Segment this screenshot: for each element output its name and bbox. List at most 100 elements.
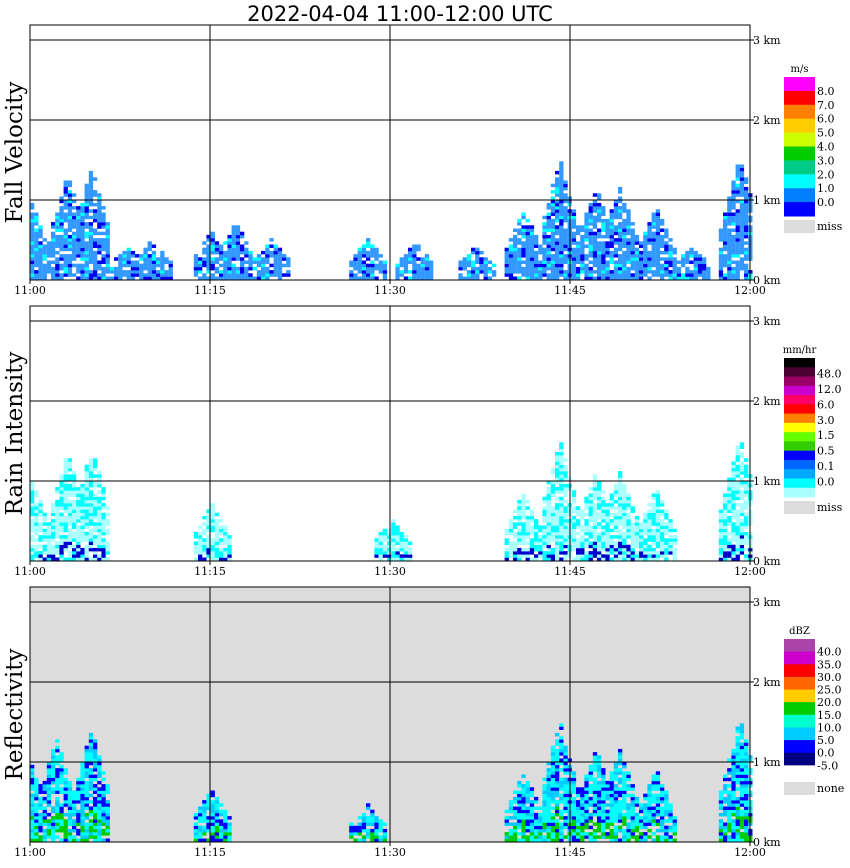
- data-cell: [59, 276, 64, 280]
- data-cell: [546, 247, 551, 252]
- data-cell: [88, 819, 94, 823]
- data-cell: [555, 170, 560, 175]
- data-cell: [639, 270, 644, 274]
- data-cell: [618, 812, 623, 817]
- data-cell: [231, 250, 236, 255]
- data-cell: [235, 270, 241, 274]
- data-cell: [109, 266, 115, 271]
- data-cell: [88, 732, 94, 737]
- data-cell: [193, 544, 199, 549]
- data-cell: [727, 270, 732, 274]
- data-cell: [55, 796, 60, 801]
- data-cell: [660, 784, 665, 788]
- data-cell: [214, 838, 220, 842]
- data-cell: [664, 544, 669, 549]
- data-cell: [76, 212, 81, 216]
- data-cell: [739, 838, 745, 842]
- data-cell: [542, 270, 547, 274]
- data-cell: [55, 499, 60, 504]
- data-cell: [30, 483, 35, 488]
- data-cell: [475, 254, 480, 258]
- data-cell: [542, 531, 547, 536]
- data-cell: [378, 535, 383, 539]
- data-cell: [206, 822, 211, 826]
- data-cell: [626, 257, 631, 261]
- data-cell: [93, 796, 98, 801]
- data-cell: [576, 531, 581, 536]
- data-cell: [80, 800, 85, 804]
- data-cell: [420, 263, 425, 268]
- data-cell: [588, 832, 593, 836]
- data-cell: [660, 541, 665, 545]
- data-cell: [727, 247, 732, 252]
- data-cell: [735, 729, 740, 734]
- data-cell: [508, 260, 514, 264]
- data-cell: [651, 263, 656, 268]
- data-cell: [525, 273, 530, 277]
- data-cell: [626, 276, 631, 280]
- data-cell: [147, 270, 152, 274]
- data-cell: [655, 535, 661, 539]
- data-cell: [664, 515, 669, 520]
- data-cell: [735, 458, 740, 462]
- data-cell: [744, 515, 749, 520]
- data-cell: [529, 519, 535, 523]
- data-cell: [55, 835, 60, 839]
- data-cell: [718, 822, 724, 826]
- data-cell: [550, 522, 556, 526]
- data-cell: [647, 554, 652, 558]
- data-cell: [618, 206, 623, 210]
- data-cell: [93, 768, 98, 772]
- data-cell: [576, 793, 581, 798]
- data-cell: [84, 522, 89, 526]
- data-cell: [59, 244, 64, 248]
- data-cell: [647, 254, 652, 258]
- data-cell: [626, 525, 631, 529]
- data-cell: [370, 266, 375, 271]
- data-cell: [84, 748, 89, 753]
- data-cell: [84, 199, 89, 204]
- data-cell: [731, 755, 736, 759]
- data-cell: [525, 787, 530, 791]
- data-cell: [592, 480, 598, 485]
- data-cell: [67, 212, 73, 216]
- data-cell: [546, 790, 551, 794]
- data-cell: [727, 503, 732, 507]
- data-cell: [744, 196, 749, 200]
- data-cell: [718, 838, 724, 842]
- data-cell: [416, 273, 421, 277]
- data-cell: [647, 234, 652, 239]
- data-cell: [735, 190, 740, 194]
- data-cell: [727, 519, 732, 523]
- data-cell: [93, 506, 98, 510]
- data-cell: [727, 212, 732, 216]
- data-cell: [744, 199, 749, 204]
- data-cell: [403, 538, 409, 542]
- data-cell: [546, 273, 551, 277]
- data-cell: [618, 196, 623, 200]
- data-cell: [105, 276, 110, 280]
- data-cell: [735, 445, 740, 449]
- data-cell: [744, 503, 749, 507]
- data-cell: [210, 819, 215, 823]
- data-cell: [231, 276, 236, 280]
- data-cell: [559, 822, 564, 826]
- data-cell: [265, 270, 270, 274]
- data-cell: [685, 250, 690, 255]
- colorbar-swatch: [784, 740, 815, 754]
- data-cell: [626, 225, 631, 229]
- data-cell: [580, 525, 585, 529]
- data-cell: [584, 803, 589, 807]
- data-cell: [387, 547, 392, 552]
- data-cell: [546, 774, 551, 778]
- data-cell: [618, 838, 623, 842]
- data-cell: [93, 541, 98, 545]
- data-cell: [84, 503, 89, 507]
- data-cell: [605, 551, 610, 555]
- data-cell: [63, 228, 68, 232]
- data-cell: [592, 790, 598, 794]
- data-cell: [605, 812, 610, 817]
- data-cell: [563, 276, 568, 280]
- data-cell: [735, 745, 740, 750]
- data-cell: [685, 260, 690, 264]
